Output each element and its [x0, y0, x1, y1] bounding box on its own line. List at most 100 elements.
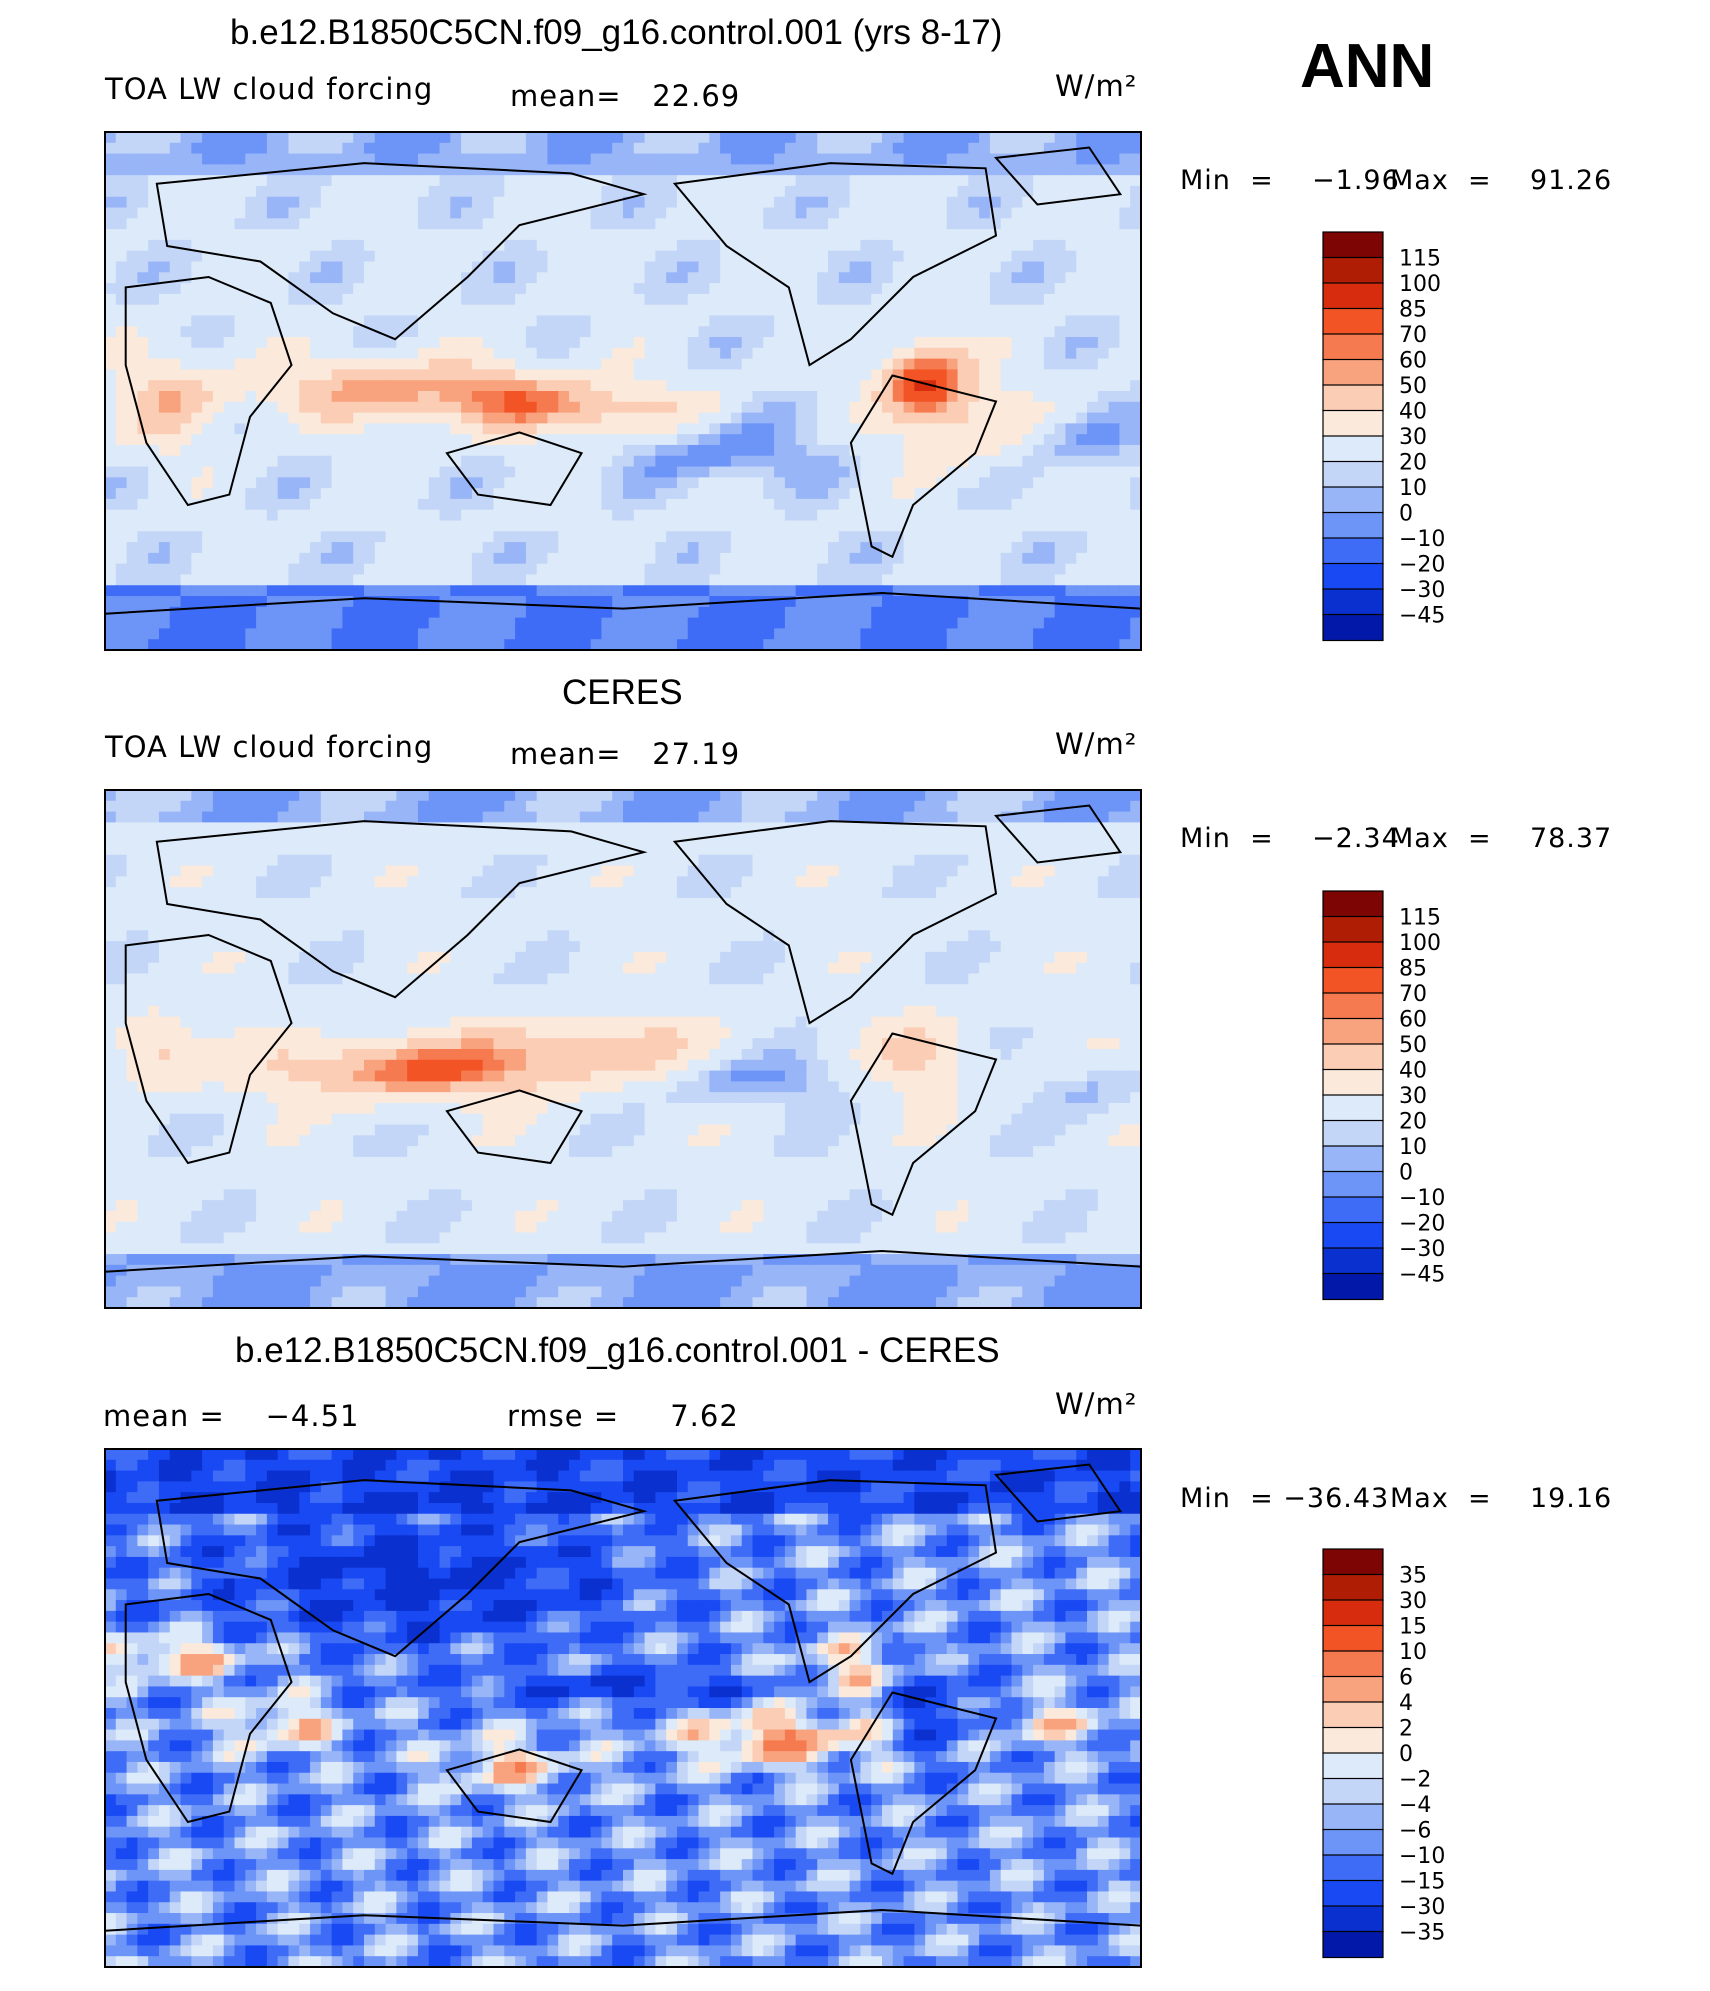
colorbar-box — [1322, 231, 1384, 259]
field-cell — [234, 261, 246, 273]
field-cell — [342, 542, 354, 554]
field-cell — [644, 153, 656, 165]
field-cell — [1130, 811, 1142, 823]
field-cell — [331, 239, 344, 252]
field-cell — [957, 617, 969, 630]
field-cell — [892, 477, 905, 489]
field-cell — [353, 391, 365, 403]
field-cell — [1097, 585, 1110, 597]
field-cell — [806, 283, 818, 295]
field-cell — [1119, 326, 1131, 338]
field-cell — [115, 315, 128, 327]
field-cell — [957, 509, 969, 522]
field-cell — [741, 218, 754, 230]
field-cell — [730, 239, 743, 252]
field-cell — [450, 293, 462, 306]
field-cell — [763, 261, 775, 273]
field-cell — [709, 261, 721, 273]
field-cell — [212, 811, 225, 823]
field-cell — [158, 347, 171, 360]
colorbar-tick-label: 115 — [1399, 247, 1441, 272]
field-cell — [536, 175, 549, 187]
field-cell — [428, 444, 441, 457]
field-cell — [471, 326, 484, 338]
field-cell — [396, 304, 408, 317]
field-cell — [277, 800, 290, 813]
field-cell — [633, 272, 646, 284]
field-cell — [979, 466, 991, 478]
field-cell — [579, 628, 592, 640]
field-cell — [202, 326, 214, 338]
field-cell — [417, 304, 430, 317]
field-cell — [1011, 315, 1023, 327]
field-cell — [439, 175, 451, 187]
field-cell — [752, 606, 764, 619]
field-cell — [1033, 250, 1045, 263]
field-cell — [882, 412, 894, 424]
field-cell — [741, 380, 754, 392]
field-cell — [828, 563, 840, 576]
field-cell — [828, 250, 840, 263]
field-cell — [892, 196, 905, 209]
field-cell — [1022, 218, 1034, 230]
field-cell — [115, 509, 128, 522]
field-cell — [105, 563, 117, 576]
field-cell — [169, 142, 182, 155]
field-cell — [676, 531, 689, 543]
field-cell — [320, 552, 333, 565]
field-cell — [676, 293, 689, 306]
field-cell — [644, 444, 656, 457]
field-cell — [601, 326, 613, 338]
field-cell — [623, 563, 635, 576]
field-cell — [1097, 628, 1110, 640]
field-cell — [989, 293, 1002, 306]
field-cell — [1087, 358, 1099, 371]
field-cell — [1087, 434, 1099, 446]
field-cell — [234, 239, 246, 252]
field-cell — [493, 272, 505, 284]
field-cell — [525, 596, 538, 608]
field-cell — [590, 466, 603, 478]
field-cell — [180, 283, 192, 295]
field-cell — [191, 488, 203, 500]
field-cell — [212, 531, 225, 543]
field-cell — [471, 207, 484, 219]
field-cell — [385, 596, 397, 608]
field-cell — [417, 822, 430, 834]
field-cell — [655, 542, 667, 554]
field-cell — [180, 293, 192, 306]
field-cell — [871, 347, 883, 360]
field-cell — [245, 455, 257, 468]
field-cell — [482, 358, 495, 371]
field-cell — [525, 606, 538, 619]
field-cell — [666, 466, 678, 478]
field-cell — [504, 811, 516, 823]
field-cell — [1076, 552, 1088, 565]
field-cell — [590, 347, 603, 360]
field-cell — [730, 412, 743, 424]
field-cell — [828, 261, 840, 273]
field-cell — [903, 283, 915, 295]
field-cell — [1022, 455, 1034, 468]
field-cell — [687, 520, 700, 532]
coastline — [124, 275, 293, 507]
field-cell — [547, 790, 559, 802]
field-cell — [633, 617, 646, 630]
field-cell — [342, 606, 354, 619]
field-cell — [882, 401, 894, 414]
field-cell — [385, 358, 397, 371]
field-cell — [245, 585, 257, 597]
field-cell — [234, 563, 246, 576]
field-cell — [482, 574, 495, 586]
field-cell — [428, 520, 441, 532]
field-cell — [158, 261, 171, 273]
field-cell — [525, 369, 538, 381]
field-cell — [515, 552, 527, 565]
field-cell — [569, 185, 581, 198]
field-cell — [979, 455, 991, 468]
field-cell — [1033, 175, 1045, 187]
field-cell — [698, 250, 710, 263]
field-cell — [169, 628, 182, 640]
field-cell — [482, 229, 495, 241]
field-cell — [299, 488, 311, 500]
